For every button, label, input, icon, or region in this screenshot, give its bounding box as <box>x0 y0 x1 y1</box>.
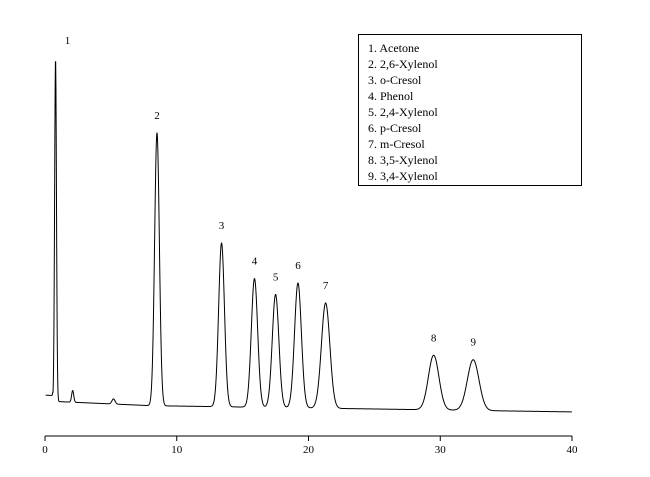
legend-entry: 2. 2,6-Xylenol <box>368 57 438 71</box>
x-tick-label: 30 <box>435 444 447 456</box>
peak-label: 1 <box>65 35 71 47</box>
legend-entry: 6. p-Cresol <box>368 121 422 135</box>
legend-entry: 7. m-Cresol <box>368 137 425 151</box>
peak-label: 2 <box>154 110 160 122</box>
peak-label: 3 <box>219 220 225 232</box>
peak-label: 8 <box>431 332 437 344</box>
legend-entry: 8. 3,5-Xylenol <box>368 153 438 167</box>
legend-entry: 4. Phenol <box>368 89 414 103</box>
legend: 1. Acetone 2. 2,6-Xylenol 3. o-Cresol 4.… <box>358 34 582 186</box>
peak-label: 9 <box>470 337 476 349</box>
legend-entry: 5. 2,4-Xylenol <box>368 105 438 119</box>
x-tick-label: 20 <box>303 444 315 456</box>
peak-label: 7 <box>323 280 329 292</box>
x-tick-label: 40 <box>567 444 579 456</box>
peak-label: 6 <box>295 260 301 272</box>
legend-entry: 9. 3,4-Xylenol <box>368 169 438 183</box>
legend-entry: 1. Acetone <box>368 41 420 55</box>
x-axis-ticks: 0 10 20 30 40 <box>42 436 578 456</box>
peak-label: 4 <box>252 256 258 268</box>
x-tick-label: 0 <box>42 444 48 456</box>
legend-entry: 3. o-Cresol <box>368 73 422 87</box>
peak-labels: 1 2 3 4 5 6 7 8 9 <box>65 35 477 348</box>
x-tick-label: 10 <box>171 444 183 456</box>
chromatogram-trace <box>45 61 572 413</box>
peak-label: 5 <box>273 271 279 283</box>
